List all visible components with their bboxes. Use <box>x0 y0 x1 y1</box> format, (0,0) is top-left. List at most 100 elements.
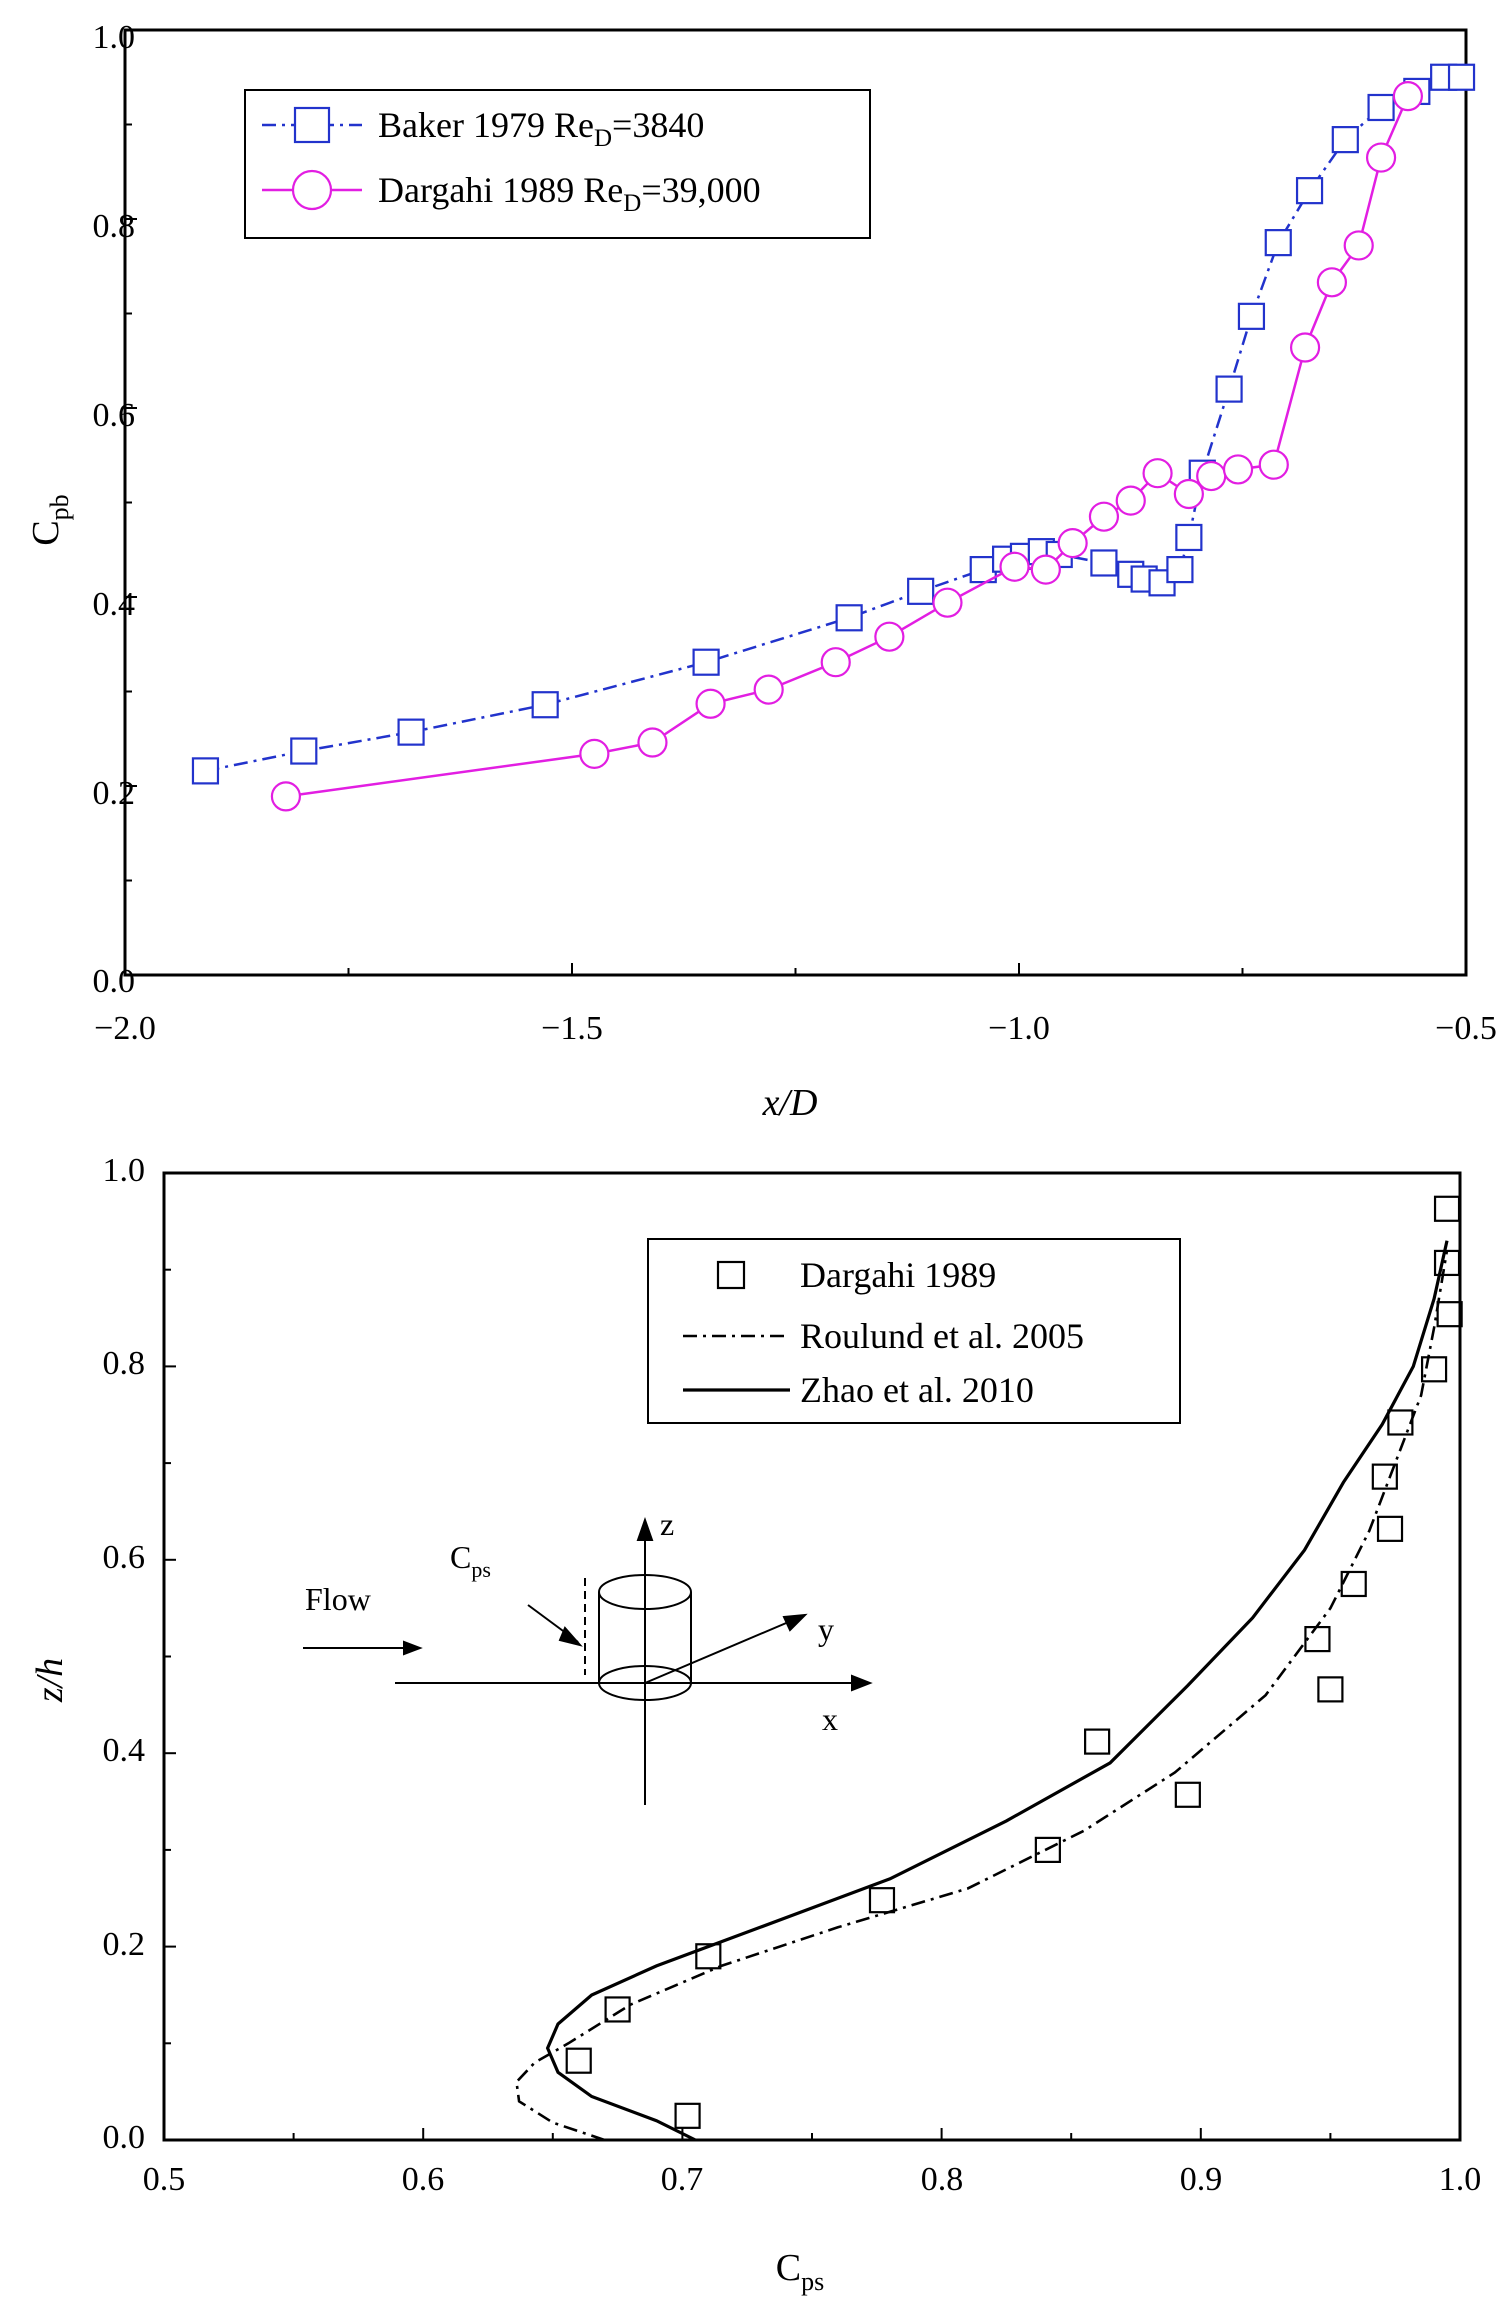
cps-label: Cps <box>450 1539 491 1582</box>
legend-label-dargahi: Dargahi 1989 ReD=39,000 <box>378 170 761 217</box>
inset-y-axis <box>644 1614 806 1684</box>
data-point <box>753 674 784 705</box>
legend-marker-square <box>293 106 331 144</box>
data-point <box>1317 1676 1344 1703</box>
data-point <box>874 621 905 652</box>
chart-bottom: 0.5 0.6 0.7 0.8 0.9 1.0 0.0 0.2 0.4 0.6 … <box>29 1152 1481 2296</box>
z-arrow-head <box>636 1516 654 1541</box>
x-tick-label: 0.9 <box>1180 2161 1223 2198</box>
legend-box <box>647 1238 1181 1424</box>
y-tick-label: 0.2 <box>93 775 136 812</box>
data-point <box>1340 1570 1367 1598</box>
data-point <box>1237 302 1266 330</box>
series-line <box>515 1250 1449 2142</box>
data-point <box>1258 449 1289 480</box>
legend-marker-square <box>293 106 331 144</box>
x-axis-label: Cps <box>776 2247 824 2296</box>
series-baker-1979 <box>191 63 1476 785</box>
x-tick-label: −2.0 <box>94 1010 156 1047</box>
y-tick-label: 1.0 <box>93 19 136 56</box>
legend-label-baker-main: Baker 1979 Re <box>378 105 594 145</box>
data-point <box>1030 554 1061 585</box>
data-point <box>1436 1301 1463 1328</box>
legend-label-dargahi-sub: D <box>623 190 641 217</box>
data-point <box>565 2047 592 2074</box>
axis-ticks <box>163 1172 1461 2141</box>
series-zhao-2010 <box>545 1240 1449 2142</box>
x-tick-label: 0.5 <box>143 2161 186 2198</box>
data-point <box>1175 523 1203 552</box>
data-point <box>1034 1836 1061 1864</box>
x-tick-label: 1.0 <box>1439 2161 1482 2198</box>
series-line <box>545 1240 1449 2142</box>
data-point <box>1376 1515 1404 1542</box>
data-point <box>1447 63 1476 91</box>
y-axis-letter: y <box>818 1611 834 1647</box>
y-tick-label: 0.2 <box>103 1926 146 1963</box>
x-tick-label: −1.5 <box>541 1010 603 1047</box>
y-tick-label: 0.6 <box>93 397 136 434</box>
data-point <box>820 647 851 678</box>
data-point <box>835 604 863 632</box>
data-point <box>1057 528 1088 559</box>
data-point <box>1166 555 1194 584</box>
legend-label-zhao: Zhao et al. 2010 <box>800 1370 1034 1410</box>
data-point <box>1084 1728 1111 1755</box>
flow-arrow-head <box>403 1640 423 1656</box>
x-axis-label-sub: ps <box>801 2267 824 2296</box>
y-axis-label: Cpb <box>25 494 74 545</box>
data-point <box>932 587 963 618</box>
data-point <box>1365 142 1397 173</box>
y-tick-label: 0.8 <box>93 208 136 245</box>
legend: Baker 1979 ReD=3840 Dargahi 1989 ReD=39,… <box>244 89 871 239</box>
data-point <box>907 577 935 605</box>
x-axis-letter: x <box>822 1701 838 1737</box>
y-tick-label: 0.4 <box>93 586 136 623</box>
data-point <box>579 738 610 769</box>
data-point <box>695 1943 722 1970</box>
data-point <box>1115 485 1146 516</box>
data-point <box>1392 81 1423 112</box>
y-tick-label: 0.4 <box>103 1732 146 1769</box>
data-point <box>1343 230 1374 261</box>
legend-box <box>244 89 871 239</box>
z-axis-label: z <box>660 1506 674 1542</box>
flow-label: Flow <box>305 1581 371 1617</box>
x-axis-label-main: C <box>776 2247 801 2289</box>
y-arrow-head <box>782 1613 808 1632</box>
data-point <box>1196 460 1227 492</box>
cps-label-main: C <box>450 1539 471 1575</box>
data-point <box>1173 478 1204 510</box>
data-point <box>999 551 1030 582</box>
y-tick-label: 0.0 <box>103 2119 146 2156</box>
data-point <box>290 737 318 765</box>
data-point <box>1316 267 1348 298</box>
cps-pointer-head <box>558 1626 583 1647</box>
y-axis-label-sub: pb <box>45 494 74 520</box>
data-point <box>1088 501 1120 532</box>
x-tick-label: 0.6 <box>402 2161 445 2198</box>
legend-label-dargahi-tail: =39,000 <box>641 170 760 210</box>
series-roulund-2005 <box>515 1250 1449 2142</box>
data-point <box>695 688 726 719</box>
data-point <box>1174 1781 1201 1808</box>
y-tick-label: 1.0 <box>103 1152 146 1189</box>
series-dargahi-1989 <box>565 1195 1463 2129</box>
data-point <box>270 781 302 812</box>
legend-label-dargahi: Dargahi 1989 <box>800 1255 996 1295</box>
data-point <box>1264 229 1292 257</box>
data-point <box>868 1887 896 1914</box>
legend-marker-circle <box>291 169 333 211</box>
chart-top: −2.0 −1.5 −1.0 −0.5 0.0 0.2 0.4 0.6 0.8 … <box>25 19 1497 1124</box>
inset-diagram <box>303 1516 873 1805</box>
axis-ticks <box>124 29 1467 976</box>
data-point <box>1420 1356 1448 1383</box>
y-tick-label: 0.6 <box>103 1539 146 1576</box>
svg-text:z/h: z/h <box>29 1658 71 1703</box>
x-arrow-head <box>851 1674 873 1692</box>
data-point <box>1295 177 1324 205</box>
data-point <box>604 1996 631 2023</box>
data-point <box>1433 1249 1461 1277</box>
data-point <box>1090 549 1118 577</box>
